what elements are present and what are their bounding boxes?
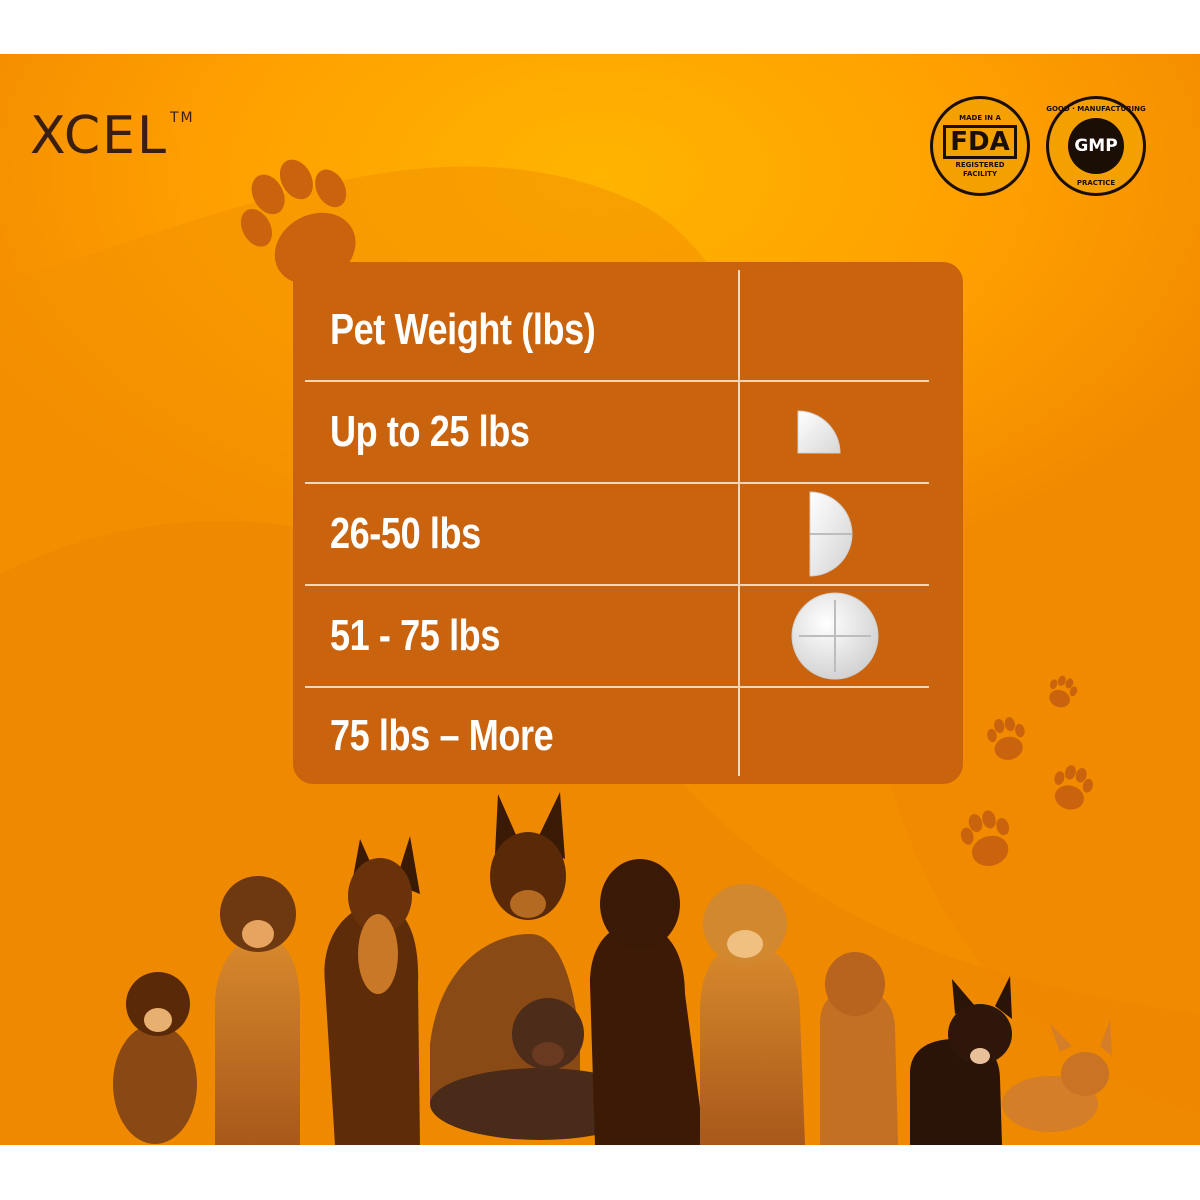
dog-golden-retriever bbox=[700, 884, 805, 1145]
brand-logo: XCEL TM bbox=[30, 106, 195, 166]
table-row: Up to 25 lbs bbox=[293, 382, 963, 482]
paw-print-small-icon bbox=[1054, 765, 1093, 810]
dose-cell bbox=[755, 586, 915, 686]
paw-print-small-icon bbox=[960, 810, 1010, 866]
dog-cavalier bbox=[113, 972, 197, 1144]
dosage-table: Pet Weight (lbs) Up to 25 lbs 26-50 lbs bbox=[293, 262, 963, 784]
dose-cell bbox=[755, 686, 915, 786]
weight-label: 75 lbs – More bbox=[330, 711, 554, 760]
weight-label: 26-50 lbs bbox=[330, 509, 481, 558]
column-divider bbox=[738, 270, 740, 776]
fda-badge-bottom-text-2: FACILITY bbox=[962, 169, 998, 178]
table-header: Pet Weight (lbs) bbox=[330, 305, 596, 354]
table-header-row: Pet Weight (lbs) bbox=[293, 280, 963, 380]
row-divider bbox=[305, 686, 929, 688]
gmp-badge: GOOD · MANUFACTURING GMP PRACTICE bbox=[1046, 96, 1146, 196]
fda-mark: FDA bbox=[943, 124, 1017, 159]
paw-print-small-icon bbox=[987, 717, 1025, 760]
quarter-tablet-icon bbox=[797, 410, 841, 454]
trademark-mark: TM bbox=[169, 110, 195, 126]
weight-label: 51 - 75 lbs bbox=[330, 611, 500, 660]
dog-australian-shepherd bbox=[215, 876, 300, 1145]
dogs-group-photo bbox=[113, 792, 1112, 1145]
paw-print-small-icon bbox=[1049, 675, 1078, 708]
gmp-core: GMP bbox=[1068, 118, 1124, 174]
dog-french-bulldog bbox=[910, 976, 1012, 1145]
dog-chocolate-labrador bbox=[590, 859, 705, 1145]
row-divider bbox=[305, 482, 929, 484]
whole-tablet-icon bbox=[791, 592, 879, 680]
table-row: 51 - 75 lbs bbox=[293, 586, 963, 686]
dog-chihuahua bbox=[1002, 1020, 1112, 1132]
gmp-badge-top-text: GOOD · MANUFACTURING bbox=[1046, 105, 1146, 113]
table-row: 75 lbs – More bbox=[293, 686, 963, 786]
product-banner: XCEL TM MADE IN A FDA REGISTERED FACILITY… bbox=[0, 54, 1200, 1145]
dose-cell bbox=[755, 484, 915, 584]
dose-cell bbox=[755, 382, 915, 482]
row-divider bbox=[305, 584, 929, 586]
row-divider bbox=[305, 380, 929, 382]
fda-registered-badge: MADE IN A FDA REGISTERED FACILITY bbox=[930, 96, 1030, 196]
fda-badge-bottom-text-1: REGISTERED bbox=[955, 160, 1005, 169]
weight-label: Up to 25 lbs bbox=[330, 407, 530, 456]
dog-belgian-tervuren bbox=[324, 836, 420, 1145]
table-row: 26-50 lbs bbox=[293, 484, 963, 584]
fda-badge-top-text: MADE IN A bbox=[959, 113, 1001, 122]
dog-terrier bbox=[820, 952, 898, 1145]
half-tablet-icon bbox=[809, 491, 853, 577]
brand-name: XCEL bbox=[30, 106, 168, 166]
gmp-badge-bottom-text: PRACTICE bbox=[1076, 179, 1116, 187]
